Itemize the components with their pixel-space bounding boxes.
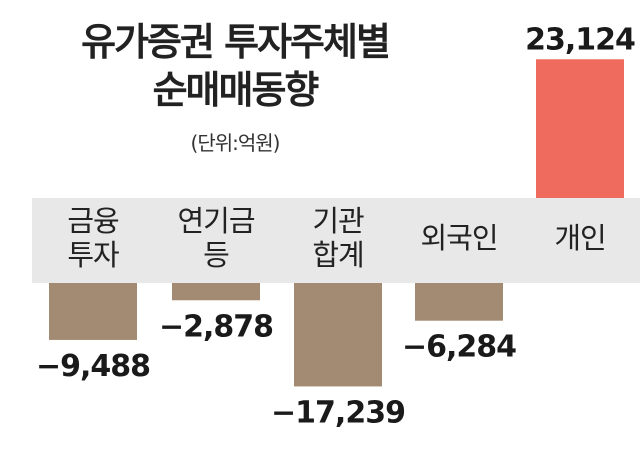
value-label-0: −9,488 <box>36 349 150 384</box>
category-label-3-0: 외국인 <box>420 221 497 255</box>
value-label-4: 23,124 <box>525 22 635 57</box>
bar-3 <box>415 283 503 321</box>
category-label-0-0: 금융 <box>67 204 119 238</box>
category-band <box>32 198 640 283</box>
chart-title-line1: 유가증권 투자주체별 <box>81 20 391 64</box>
category-label-2-1: 합계 <box>312 238 363 272</box>
value-label-2: −17,239 <box>271 395 405 430</box>
unit-label: (단위:억원) <box>190 131 281 155</box>
bar-1 <box>172 283 260 301</box>
bar-4 <box>536 59 624 199</box>
bar-0 <box>49 283 137 340</box>
category-label-4-0: 개인 <box>554 221 605 255</box>
category-label-0-1: 투자 <box>67 238 119 272</box>
value-label-1: −2,878 <box>159 309 273 344</box>
category-label-1-1: 등 <box>203 238 229 272</box>
value-label-3: −6,284 <box>402 330 516 365</box>
bar-2 <box>294 283 382 387</box>
category-label-2-0: 기관 <box>312 204 364 238</box>
category-label-1-0: 연기금 <box>177 204 254 238</box>
chart-title-line2: 순매매동향 <box>152 68 320 112</box>
